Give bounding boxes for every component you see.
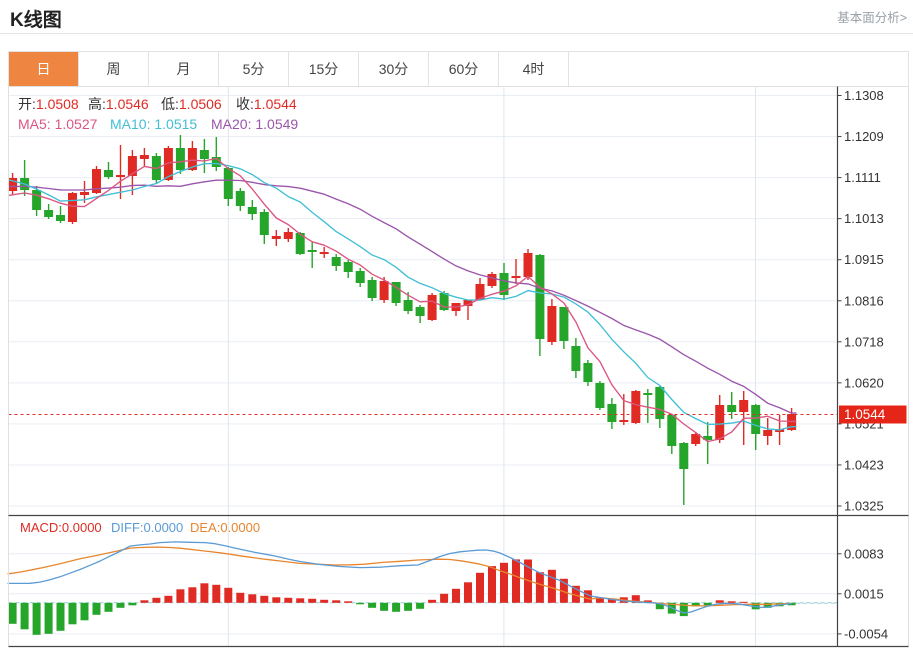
- svg-text:1.1209: 1.1209: [844, 129, 884, 144]
- svg-text:1.1013: 1.1013: [844, 211, 884, 226]
- svg-text:1.0816: 1.0816: [844, 293, 884, 308]
- svg-text:MA20: 1.0549: MA20: 1.0549: [211, 116, 298, 132]
- svg-text:高:1.0546: 高:1.0546: [88, 96, 149, 112]
- svg-text:-0.0054: -0.0054: [844, 626, 888, 641]
- svg-text:1.0915: 1.0915: [844, 252, 884, 267]
- svg-text:DEA:0.0000: DEA:0.0000: [190, 520, 260, 535]
- svg-text:收:1.0544: 收:1.0544: [236, 96, 297, 112]
- svg-text:1.0620: 1.0620: [844, 375, 884, 390]
- svg-text:1.0325: 1.0325: [844, 499, 884, 514]
- svg-text:1.1111: 1.1111: [844, 170, 881, 185]
- svg-text:MACD:0.0000: MACD:0.0000: [20, 520, 102, 535]
- svg-text:1.1308: 1.1308: [844, 88, 884, 103]
- svg-text:MA5: 1.0527: MA5: 1.0527: [18, 116, 98, 132]
- svg-text:DIFF:0.0000: DIFF:0.0000: [111, 520, 183, 535]
- svg-text:1.0423: 1.0423: [844, 457, 884, 472]
- svg-text:低:1.0506: 低:1.0506: [161, 96, 222, 112]
- svg-text:0.0083: 0.0083: [844, 546, 884, 561]
- svg-text:1.0544: 1.0544: [844, 407, 886, 422]
- svg-text:开:1.0508: 开:1.0508: [18, 96, 79, 112]
- svg-text:0.0015: 0.0015: [844, 586, 884, 601]
- svg-text:1.0718: 1.0718: [844, 334, 884, 349]
- svg-text:MA10: 1.0515: MA10: 1.0515: [110, 116, 197, 132]
